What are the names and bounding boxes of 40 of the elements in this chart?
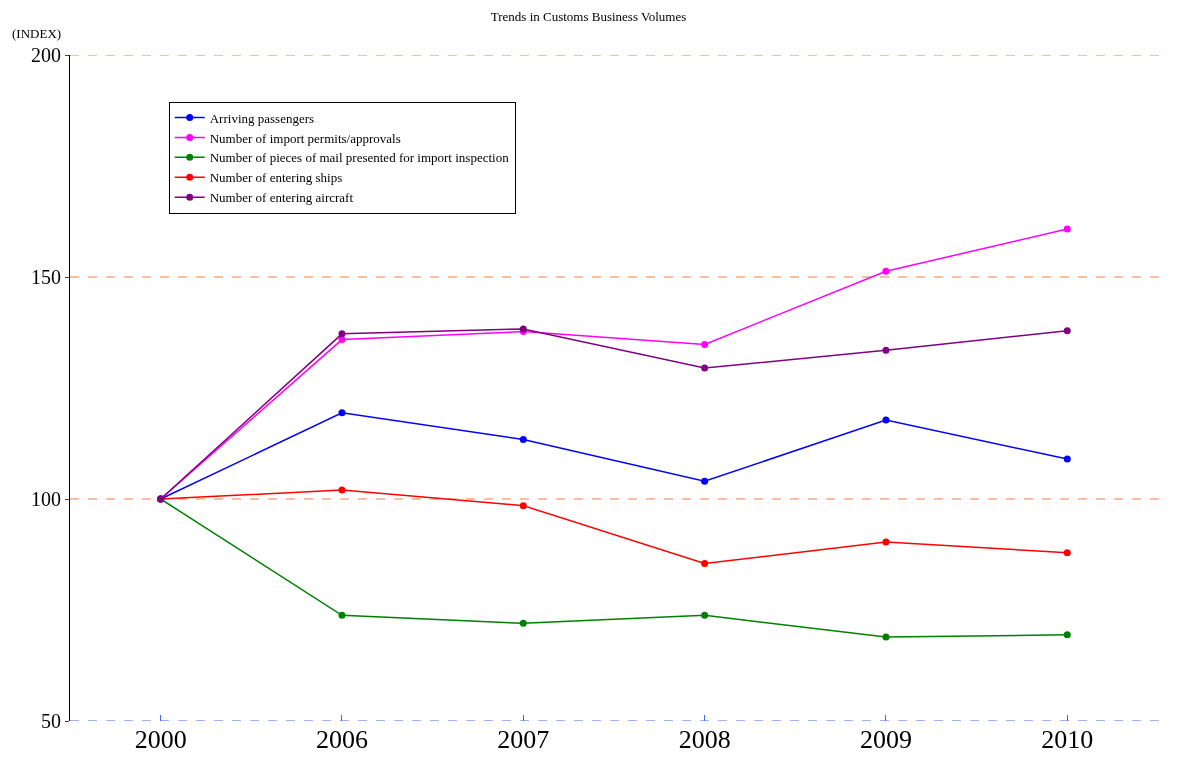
point [1063,327,1071,335]
point [882,267,890,275]
chart-title: Trends in Customs Business Volumes [490,8,687,24]
legend-label: Arriving passengers [209,110,315,126]
point [701,477,709,485]
point [338,611,346,619]
point [882,346,890,354]
point [338,409,346,417]
legend-label: Number of entering aircraft [209,190,354,206]
legend-label: Number of entering ships [209,170,343,186]
point [338,336,346,344]
y-tick-label: 150 [31,266,61,288]
point [701,611,709,619]
point [701,364,709,372]
point [882,538,890,546]
point [338,486,346,494]
point [1063,455,1071,463]
point [701,559,709,567]
y-tick-label: 200 [31,44,61,66]
legend-label: Number of pieces of mail presented for import inspection [209,150,510,166]
x-tick-label: 2010 [1041,725,1094,754]
y-axis-title: (INDEX) [12,26,62,41]
legend-label: Number of import permits/approvals [209,130,401,146]
point [1063,549,1071,557]
point [1063,631,1071,639]
point [882,633,890,641]
x-tick-label: 2009 [859,725,912,754]
y-tick-label: 100 [31,488,61,510]
y-tick-label: 50 [41,710,61,732]
x-tick-label: 2000 [134,725,187,754]
point [519,502,527,510]
point [338,330,346,338]
point [882,416,890,424]
x-tick-label: 2006 [315,725,368,754]
point [701,340,709,348]
point [519,436,527,443]
x-tick-label: 2007 [497,725,550,754]
point [1063,225,1071,233]
point [519,619,527,627]
x-tick-label: 2008 [678,725,731,754]
